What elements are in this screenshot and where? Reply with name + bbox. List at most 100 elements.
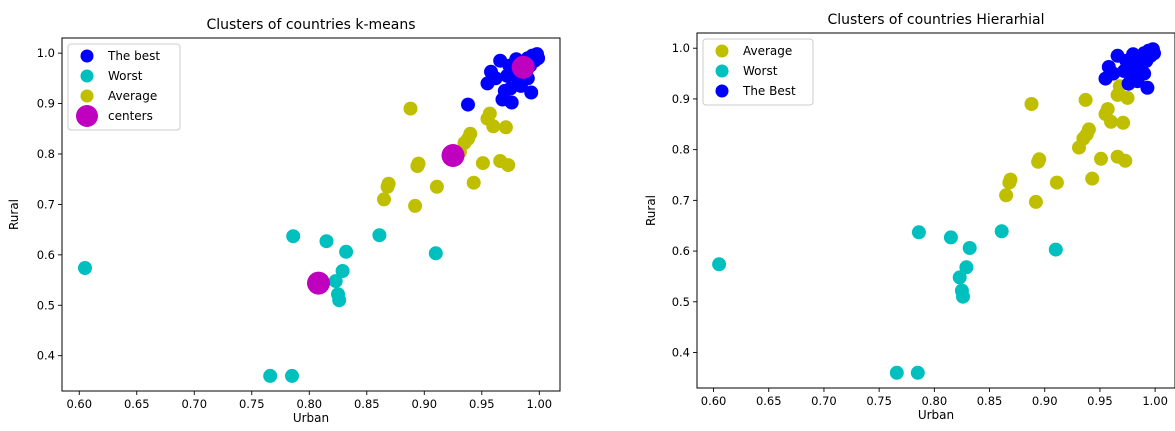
data-point [78,261,92,275]
x-tick-label: 1.00 [526,397,552,411]
data-point [511,55,535,79]
data-point [1100,102,1115,117]
data-point [1104,114,1118,129]
data-point [1140,80,1155,95]
x-tick-label: 0.60 [66,397,92,411]
legend-marker [715,84,729,98]
data-point [377,192,391,207]
y-tick-label: 0.8 [672,143,690,157]
x-tick-label: 0.80 [922,394,948,408]
data-point [482,106,497,121]
legend-label: Average [108,89,157,103]
x-tick-label: 0.85 [977,394,1003,408]
legend-marker [80,89,94,103]
data-point [498,120,513,135]
data-point [403,101,418,116]
data-point [411,156,426,171]
data-point [943,230,958,245]
data-point [531,51,546,66]
data-point [1094,151,1108,166]
x-axis-label: Urban [918,408,954,422]
y-tick-label: 0.7 [672,193,690,207]
x-tick-label: 0.90 [1032,394,1058,408]
x-tick-label: 0.85 [354,397,380,411]
y-tick-label: 0.6 [37,248,55,262]
data-point [501,158,516,173]
data-point [263,368,278,383]
x-tick-label: 0.65 [756,394,782,408]
data-point [959,260,974,275]
data-point [441,144,465,167]
data-point [1116,115,1131,130]
data-point [1081,122,1096,137]
data-point [475,156,490,171]
data-point [524,85,539,100]
data-point [319,234,334,249]
data-point [335,264,350,278]
y-tick-label: 0.8 [37,147,55,161]
data-point [466,175,481,190]
legend-marker [76,105,98,127]
data-point [286,229,301,244]
legend-box [702,38,814,106]
data-point [381,176,396,191]
plot-frame [61,37,561,392]
legend-box [67,43,181,131]
x-tick-label: 0.60 [701,394,727,408]
data-point [285,368,299,383]
data-point [1118,153,1133,168]
chart-1: Clusters of countries k-means 0.60 0.65 0.7… [7,17,561,425]
data-point [889,365,904,380]
data-point [429,179,444,194]
x-tick-label: 0.95 [1087,394,1113,408]
data-point [1137,66,1152,81]
plot-points [78,47,546,383]
legend-label: Average [743,44,792,58]
x-tick-label: 0.75 [866,394,892,408]
x-tick-label: 0.65 [124,397,150,411]
y-tick-label: 0.4 [672,346,690,360]
data-point [712,257,727,272]
legend-marker [715,44,729,58]
legend-label: The Best [742,84,796,98]
plot-points [712,42,1161,380]
data-point [428,246,443,261]
legend-label: Worst [743,64,778,78]
data-point [994,224,1009,239]
data-point [911,225,926,240]
chart-title: Clusters of countries Hierarhial [828,12,1045,28]
y-tick-label: 0.6 [672,244,690,258]
chart-2: Clusters of countries Hierarhial 0.60 0.65… [644,12,1175,422]
chart-title: Clusters of countries k-means [206,17,415,33]
x-tick-label: 0.95 [469,397,495,411]
x-tick-label: 0.75 [239,397,265,411]
x-tick-label: 1.00 [1142,394,1168,408]
data-point [1106,66,1121,81]
data-point [1049,175,1064,190]
data-point [332,293,347,308]
data-point [1032,152,1047,167]
data-point [1147,46,1161,61]
y-tick-label: 0.5 [672,295,690,309]
x-tick-label: 0.90 [411,397,437,411]
data-point [1003,172,1018,187]
x-tick-label: 0.70 [811,394,837,408]
data-point [956,289,970,304]
legend-marker [80,49,94,63]
y-axis-label: Rural [7,199,21,230]
x-tick-label: 0.80 [296,397,322,411]
x-axis-label: Urban [293,411,329,425]
y-axis-label: Rural [644,195,658,226]
data-point [910,365,925,380]
data-point [488,71,503,86]
data-point [1078,92,1093,107]
legend-label: centers [108,109,153,123]
data-point [463,126,478,141]
y-tick-label: 0.5 [37,298,55,312]
data-point [504,95,519,110]
y-tick-label: 0.7 [37,197,55,211]
data-point [461,97,475,112]
plot-frame [696,32,1175,389]
y-tick-label: 1.0 [37,46,55,60]
